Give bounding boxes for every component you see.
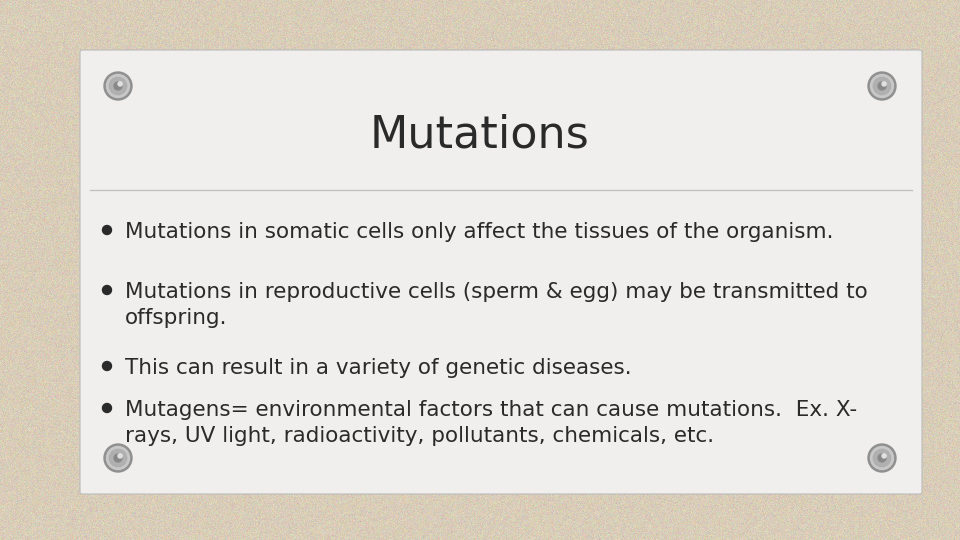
Circle shape (871, 75, 894, 98)
Text: Mutagens= environmental factors that can cause mutations.  Ex. X-
rays, UV light: Mutagens= environmental factors that can… (125, 400, 857, 445)
Circle shape (103, 226, 111, 234)
Circle shape (882, 82, 886, 86)
Circle shape (107, 75, 130, 98)
Text: Mutations: Mutations (371, 113, 589, 157)
Circle shape (874, 449, 891, 467)
Circle shape (104, 444, 132, 472)
Circle shape (874, 77, 891, 94)
Circle shape (103, 361, 111, 370)
Circle shape (871, 447, 894, 469)
Circle shape (118, 454, 122, 458)
Circle shape (103, 286, 111, 294)
Circle shape (878, 454, 886, 462)
Text: This can result in a variety of genetic diseases.: This can result in a variety of genetic … (125, 358, 632, 378)
Circle shape (109, 77, 127, 94)
Circle shape (114, 82, 122, 90)
Circle shape (103, 403, 111, 413)
Text: Mutations in somatic cells only affect the tissues of the organism.: Mutations in somatic cells only affect t… (125, 222, 833, 242)
Circle shape (104, 72, 132, 100)
Circle shape (109, 449, 127, 467)
Circle shape (878, 82, 886, 90)
Circle shape (868, 72, 896, 100)
Circle shape (114, 454, 122, 462)
Circle shape (882, 454, 886, 458)
FancyBboxPatch shape (80, 50, 922, 494)
Circle shape (107, 447, 130, 469)
Circle shape (868, 444, 896, 472)
Circle shape (118, 82, 122, 86)
Text: Mutations in reproductive cells (sperm & egg) may be transmitted to
offspring.: Mutations in reproductive cells (sperm &… (125, 282, 868, 328)
